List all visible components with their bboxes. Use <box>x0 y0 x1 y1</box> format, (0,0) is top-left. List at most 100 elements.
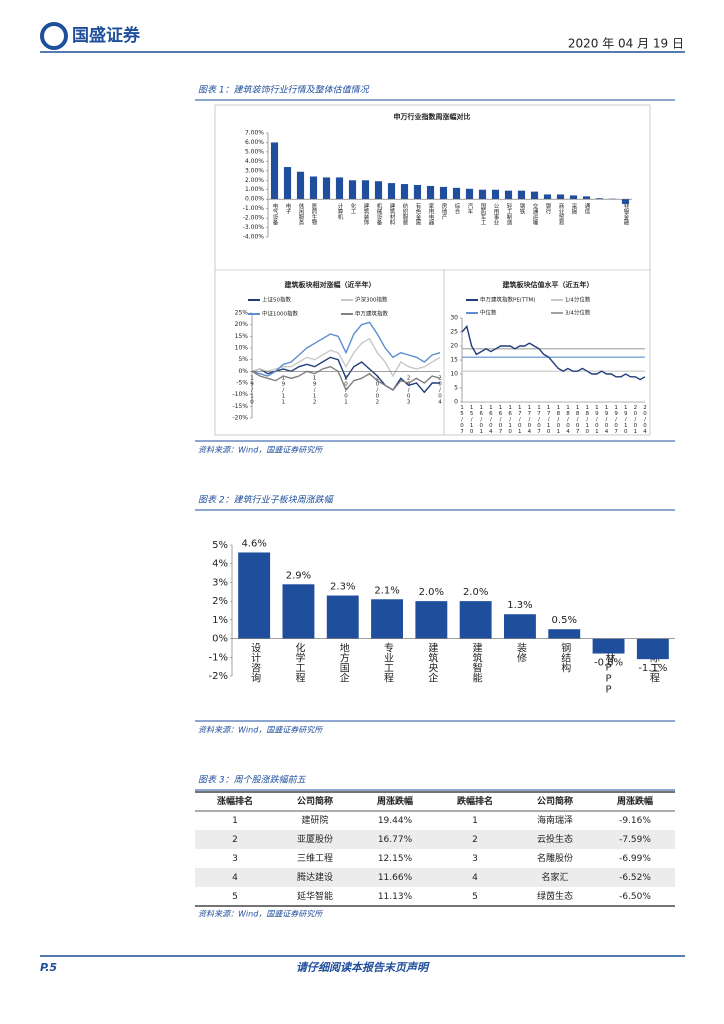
table-cell: 延华智能 <box>297 890 333 902</box>
legend-label: 中位数 <box>480 309 497 317</box>
x-tick-label: 休闲服务 <box>298 202 305 227</box>
y-tick-label: 25 <box>450 329 458 336</box>
bar <box>543 194 552 200</box>
bar <box>504 614 536 639</box>
legend-label: 1/4分位数 <box>565 296 591 304</box>
x-tick-label: 19/10 <box>623 405 629 435</box>
table-cell: 5 <box>472 892 478 902</box>
y-tick-label: 25% <box>235 310 249 317</box>
notice: 请仔细阅读本报告末页声明 <box>296 961 430 974</box>
x-tick-label: 通信 <box>584 202 591 216</box>
table-cell: -6.50% <box>619 892 651 902</box>
legend-label: 3/4分位数 <box>565 309 591 317</box>
bar <box>556 194 565 200</box>
x-tick-label: 20/02 <box>374 375 380 405</box>
y-tick-label: 1.00% <box>245 186 264 193</box>
y-tick-label: -1.00% <box>243 205 265 212</box>
y-tick-label: 30 <box>450 315 458 322</box>
x-tick-label: 钢铁 <box>519 202 526 216</box>
x-tick-label: 16/10 <box>507 405 513 435</box>
x-tick-label: 汽车 <box>467 202 474 216</box>
table-cell: 3 <box>472 854 478 864</box>
caption: 图表 3：周个股涨跌幅前五 <box>198 775 307 786</box>
bar <box>238 552 271 639</box>
x-tick-label: 建筑智能 <box>470 641 482 683</box>
x-tick-label: 15/10 <box>469 405 475 435</box>
bar <box>413 185 422 200</box>
value-label: 2.9% <box>286 570 311 581</box>
bar <box>582 196 591 200</box>
series-line <box>251 365 441 392</box>
bar <box>478 189 487 200</box>
bar <box>387 183 396 200</box>
table-cell: 11.13% <box>378 892 413 902</box>
x-tick-label: 19/12 <box>312 375 318 405</box>
table-header: 周涨跌幅 <box>377 795 413 807</box>
x-tick-label: 装修 <box>514 641 526 663</box>
table-cell: -6.99% <box>619 854 651 864</box>
table-cell: 16.77% <box>378 835 413 845</box>
table-cell: 腾达建设 <box>297 871 333 883</box>
x-tick-label: 设计咨询 <box>249 642 261 683</box>
y-tick-label: 10 <box>450 371 458 378</box>
chart-title: 申万行业指数周涨幅对比 <box>394 112 471 121</box>
x-tick-label: 19/01 <box>594 405 600 435</box>
date: 2020 年 04 月 19 日 <box>568 37 684 51</box>
y-tick-label: -10% <box>232 391 248 398</box>
x-tick-label: 银行 <box>545 202 552 216</box>
y-tick-label: 20% <box>235 321 249 328</box>
bar <box>361 180 370 200</box>
x-tick-label: 钢结构 <box>559 641 571 673</box>
x-tick-label: 建筑央企 <box>426 641 438 682</box>
table-cell: 2 <box>472 835 478 845</box>
bar <box>530 191 539 200</box>
caption: 图表 1：建筑装饰行业行情及整体估值情况 <box>198 85 370 96</box>
bar <box>569 195 578 200</box>
x-tick-label: 园林PPP <box>603 642 615 695</box>
y-tick-label: 5% <box>238 356 248 363</box>
x-tick-label: 18/10 <box>584 405 590 435</box>
table-cell: -6.52% <box>619 873 651 883</box>
table-header: 公司简称 <box>297 795 333 807</box>
bar <box>374 181 383 200</box>
bar <box>270 142 279 200</box>
table-header: 跌幅排名 <box>457 795 493 807</box>
x-tick-label: 17/01 <box>517 405 523 435</box>
page-number: P.5 <box>40 961 57 974</box>
series-line <box>251 321 441 377</box>
bar <box>621 199 630 204</box>
y-tick-label: 4.00% <box>245 158 264 165</box>
y-tick-label: -20% <box>232 415 248 422</box>
x-tick-label: 16/01 <box>478 405 484 435</box>
x-tick-label: 18/01 <box>555 405 561 435</box>
x-tick-label: 轻工制造 <box>506 202 513 227</box>
x-tick-label: 建筑装饰 <box>363 202 370 227</box>
table-cell: 亚厦股份 <box>297 833 333 845</box>
legend-label: 中证1000指数 <box>262 310 298 318</box>
y-tick-label: 0% <box>212 634 228 645</box>
table-header: 周涨跌幅 <box>617 795 653 807</box>
value-label: 2.1% <box>374 585 399 596</box>
table-cell: -7.59% <box>619 835 651 845</box>
x-tick-label: 20/03 <box>406 375 412 405</box>
logo-icon <box>40 22 68 50</box>
bar <box>459 601 492 639</box>
table-cell: 三维工程 <box>297 852 333 864</box>
x-tick-label: 房地产 <box>441 202 448 221</box>
table-cell: 3 <box>232 854 238 864</box>
bar <box>439 186 448 200</box>
x-tick-label: 综合 <box>454 202 461 216</box>
table-cell: 11.66% <box>378 873 413 883</box>
source: 资料来源：Wind，国盛证券研究所 <box>198 910 324 919</box>
y-tick-label: 0.00% <box>245 196 264 203</box>
table-cell: 19.44% <box>378 816 413 826</box>
y-tick-label: 3.00% <box>245 167 264 174</box>
y-tick-label: -5% <box>236 380 248 387</box>
y-tick-label: 7.00% <box>245 130 264 137</box>
x-tick-label: 机械设备 <box>376 202 383 227</box>
table-cell: 绿茵生态 <box>537 890 573 902</box>
x-tick-label: 18/07 <box>575 405 581 435</box>
y-tick-label: -2% <box>209 671 228 682</box>
table-cell: 名家汇 <box>541 871 568 883</box>
